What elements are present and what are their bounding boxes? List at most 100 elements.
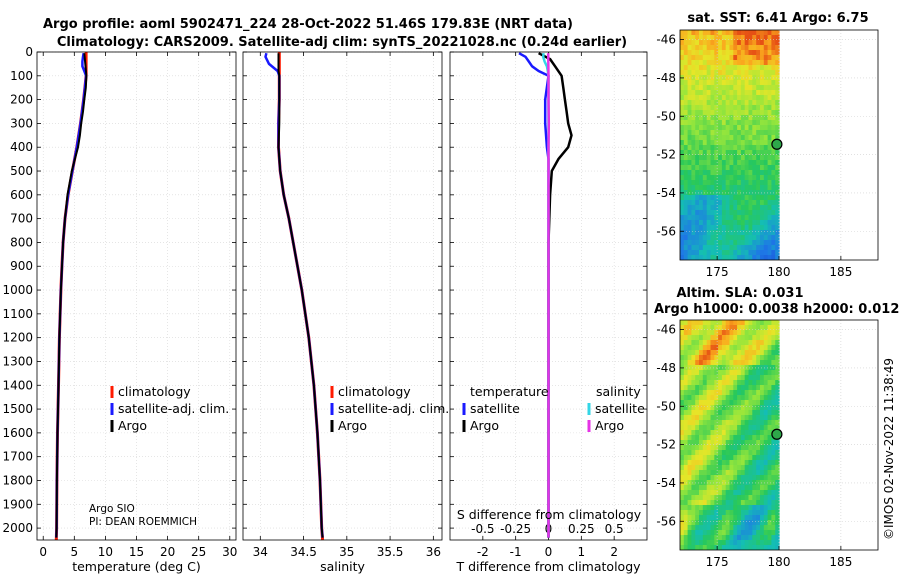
map-cell: [721, 70, 727, 76]
map-cell: [699, 465, 704, 471]
map-cell: [744, 30, 750, 36]
y-tick-label: 600: [10, 188, 33, 202]
map-cell: [725, 60, 731, 66]
map-cell: [702, 225, 708, 231]
map-cell: [714, 35, 719, 41]
map-cell: [699, 40, 704, 46]
map-cell: [744, 65, 750, 71]
map-cell: [752, 120, 757, 126]
map-cell: [748, 515, 753, 521]
map-cell: [725, 170, 731, 176]
map-cell: [714, 390, 719, 396]
map-cell: [687, 235, 692, 241]
map-cell: [702, 545, 708, 550]
map-cell: [740, 500, 746, 506]
map-cell: [763, 255, 769, 260]
map-cell: [752, 455, 757, 461]
map-cell: [771, 120, 776, 126]
map-cell: [680, 240, 685, 246]
map-cell: [691, 65, 696, 71]
map-cell: [718, 225, 723, 231]
map-cell: [733, 135, 738, 141]
map-cell: [740, 400, 746, 406]
map-cell: [699, 385, 704, 391]
map-cell: [737, 455, 742, 461]
map-cell: [699, 340, 704, 346]
map-cell: [710, 415, 715, 421]
map-cell: [748, 540, 753, 546]
map-cell: [691, 345, 696, 351]
map-cell: [721, 515, 727, 521]
map-cell: [714, 205, 719, 211]
plot-frame: [449, 51, 648, 541]
map-cell: [706, 370, 712, 376]
map-cell: [683, 160, 689, 166]
map-cell: [699, 95, 704, 101]
map-cell: [702, 185, 708, 191]
map-cell: [771, 55, 776, 61]
map-cell: [702, 475, 708, 481]
map-cell: [748, 440, 753, 446]
map-cell: [706, 95, 712, 101]
map-cell: [714, 360, 719, 366]
map-cell: [699, 510, 704, 516]
map-cell: [756, 320, 761, 326]
map-cell: [733, 70, 738, 76]
map-cell: [691, 405, 696, 411]
map-cell: [740, 70, 746, 76]
map-cell: [680, 180, 685, 186]
map-cell: [775, 485, 780, 491]
map-cell: [763, 420, 769, 426]
map-cell: [763, 360, 769, 366]
map-cell: [702, 60, 708, 66]
y-tick-label: 300: [10, 116, 33, 130]
map-cell: [699, 335, 704, 341]
map-cell: [691, 505, 696, 511]
map-cell: [699, 470, 704, 476]
map-cell: [756, 335, 761, 341]
map-cell: [725, 520, 731, 526]
map-cell: [744, 495, 750, 501]
map-cell: [771, 50, 776, 56]
map-cell: [702, 510, 708, 516]
map-cell: [699, 495, 704, 501]
map-cell: [760, 155, 765, 161]
map-cell: [760, 515, 765, 521]
map-cell: [721, 75, 727, 81]
map-cell: [733, 360, 738, 366]
map-cell: [752, 490, 757, 496]
map-cell: [699, 530, 704, 536]
map-cell: [756, 115, 761, 121]
map-cell: [752, 250, 757, 256]
map-cell: [756, 195, 761, 201]
map-cell: [721, 325, 727, 331]
map-cell: [695, 235, 700, 241]
map-cell: [737, 330, 742, 336]
map-cell: [733, 170, 738, 176]
map-cell: [710, 140, 715, 146]
map-cell: [760, 455, 765, 461]
map-cell: [763, 225, 769, 231]
map-cell: [714, 50, 719, 56]
map-cell: [683, 405, 689, 411]
map-cell: [683, 410, 689, 416]
map-cell: [702, 50, 708, 56]
map-cell: [687, 120, 692, 126]
map-cell: [702, 515, 708, 521]
map-cell: [729, 65, 734, 71]
credit-line1: Argo SIO: [89, 503, 135, 515]
x-tick-label: -2: [477, 545, 489, 559]
map-cell: [748, 460, 753, 466]
map-cell: [699, 370, 704, 376]
map-cell: [699, 250, 704, 256]
map-cell: [729, 245, 734, 251]
map-cell: [763, 30, 769, 36]
map-cell: [771, 235, 776, 241]
map-cell: [756, 110, 761, 116]
map-cell: [714, 340, 719, 346]
map-cell: [725, 165, 731, 171]
map-cell: [737, 420, 742, 426]
map-cell: [763, 95, 769, 101]
map-cell: [718, 455, 723, 461]
map-cell: [775, 185, 780, 191]
